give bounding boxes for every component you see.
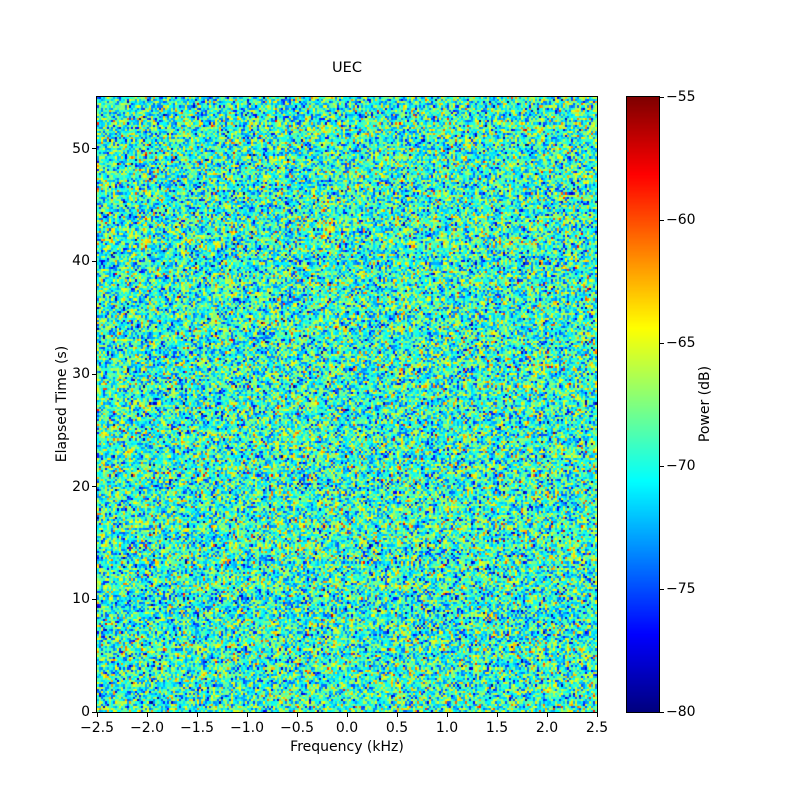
x-tick-mark [546, 713, 548, 717]
x-tick-mark [146, 713, 148, 717]
y-tick-label: 40 [72, 253, 90, 270]
x-tick-label: 0.0 [335, 720, 359, 736]
colorbar-tick-mark [660, 711, 664, 713]
y-tick-label: 50 [72, 140, 90, 157]
y-tick-mark [92, 711, 96, 713]
x-tick-label: −2.0 [130, 720, 164, 736]
colorbar-tick-mark [660, 342, 664, 344]
y-tick-label: 20 [72, 478, 90, 495]
y-tick-mark [92, 373, 96, 375]
x-tick-mark [296, 713, 298, 717]
colorbar-tick-label: −65 [666, 335, 696, 351]
x-tick-label: 2.5 [585, 720, 609, 736]
x-tick-mark [596, 713, 598, 717]
x-tick-mark [346, 713, 348, 717]
colorbar-tick-mark [660, 219, 664, 221]
colorbar-tick-label: −60 [666, 212, 696, 228]
x-tick-label: −1.0 [230, 720, 264, 736]
y-tick-mark [92, 260, 96, 262]
colorbar-tick-label: −75 [666, 581, 696, 597]
spectrogram-canvas [97, 97, 597, 712]
colorbar-tick-mark [660, 96, 664, 98]
x-tick-mark [246, 713, 248, 717]
colorbar-tick-mark [660, 465, 664, 467]
x-axis-label: Frequency (kHz) [290, 739, 404, 755]
plot-title: UEC [332, 59, 362, 76]
y-tick-mark [92, 598, 96, 600]
colorbar-tick-label: −80 [666, 704, 696, 720]
colorbar-tick-label: −55 [666, 89, 696, 105]
colorbar-label: Power (dB) [697, 365, 713, 443]
x-tick-mark [96, 713, 98, 717]
colorbar-frame [626, 96, 660, 713]
y-tick-label: 10 [72, 591, 90, 608]
x-tick-label: 1.0 [435, 720, 459, 736]
y-axis-label: Elapsed Time (s) [54, 345, 70, 463]
x-tick-label: 1.5 [485, 720, 509, 736]
colorbar-tick-label: −70 [666, 458, 696, 474]
x-tick-label: −0.5 [280, 720, 314, 736]
y-tick-mark [92, 148, 96, 150]
x-tick-label: 0.5 [385, 720, 409, 736]
colorbar-canvas [627, 97, 659, 712]
x-tick-label: −2.5 [80, 720, 114, 736]
plot-frame [96, 96, 598, 713]
colorbar-tick-mark [660, 588, 664, 590]
y-tick-label: 30 [72, 366, 90, 383]
x-tick-mark [446, 713, 448, 717]
x-tick-label: 2.0 [535, 720, 559, 736]
x-tick-mark [396, 713, 398, 717]
y-tick-mark [92, 486, 96, 488]
x-tick-label: −1.5 [180, 720, 214, 736]
x-tick-mark [196, 713, 198, 717]
y-tick-label: 0 [81, 704, 90, 720]
x-tick-mark [496, 713, 498, 717]
